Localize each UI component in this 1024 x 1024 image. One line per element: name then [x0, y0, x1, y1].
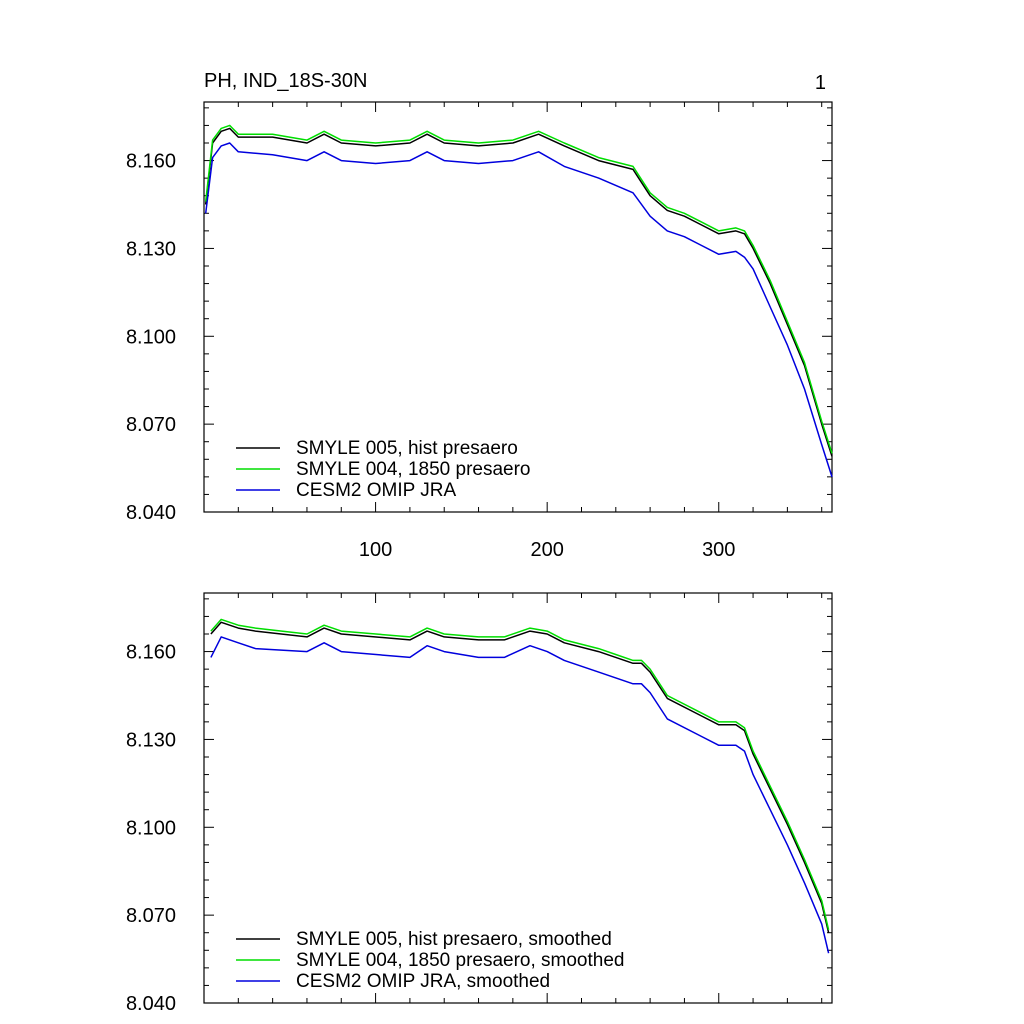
legend-label: CESM2 OMIP JRA: [296, 480, 456, 501]
chart-title: PH, IND_18S-30N: [204, 70, 367, 92]
series-line-2: [210, 636, 830, 954]
y-tick-label: 8.160: [126, 642, 176, 664]
panel-number: 1: [815, 72, 826, 94]
series-line-0: [210, 621, 830, 933]
bottom-panel: 8.040 8.070 8.100 8.130 8.160 SMYLE 005, hist…: [126, 592, 833, 1015]
legend-label: SMYLE 005, hist presaero: [296, 438, 518, 459]
y-tick-label: 8.070: [126, 905, 176, 927]
series-line-1: [210, 618, 830, 930]
legend-label: SMYLE 004, 1850 presaero: [296, 459, 531, 480]
x-tick-label: 300: [702, 539, 735, 561]
series-line-0: [204, 127, 833, 457]
y-tick-label: 8.130: [126, 729, 176, 751]
legend-label: SMYLE 004, 1850 presaero, smoothed: [296, 950, 624, 971]
series-line-2: [204, 142, 833, 478]
legend-label: SMYLE 005, hist presaero, smoothed: [296, 929, 612, 950]
y-tick-label: 8.130: [126, 238, 176, 260]
y-tick-label: 8.100: [126, 326, 176, 348]
x-tick-label: 200: [530, 539, 563, 561]
top-panel: 100 200 300 8.040 8.070 8.100 8.130 8.160 PH, IN…: [126, 70, 833, 561]
y-tick-label: 8.160: [126, 151, 176, 173]
y-tick-label: 8.040: [126, 502, 176, 524]
series-line-1: [204, 124, 833, 454]
y-tick-label: 8.070: [126, 414, 176, 436]
plot-frame: [203, 592, 833, 1004]
y-tick-label: 8.040: [126, 993, 176, 1015]
y-tick-label: 8.100: [126, 817, 176, 839]
legend-label: CESM2 OMIP JRA, smoothed: [296, 971, 550, 992]
plot-frame: [203, 101, 833, 513]
x-tick-label: 100: [359, 539, 392, 561]
